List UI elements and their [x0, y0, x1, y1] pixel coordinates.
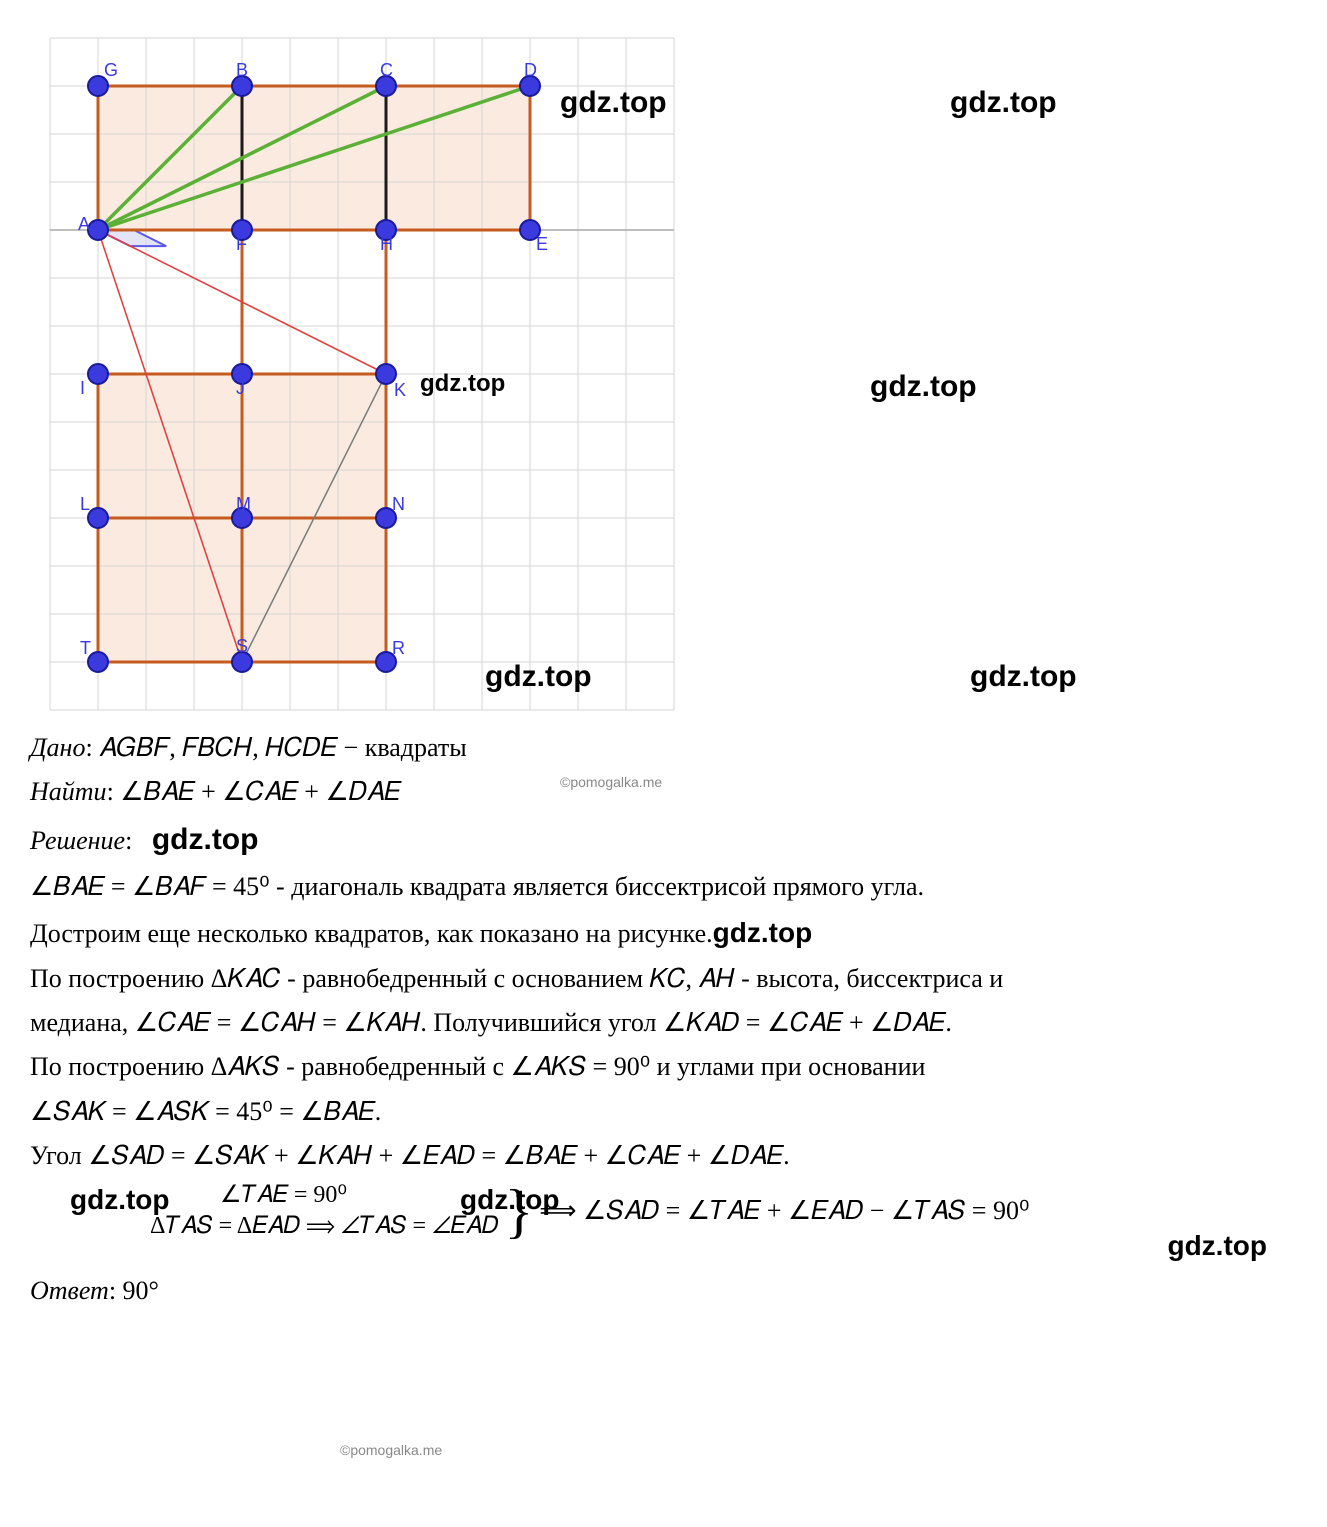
label-E: E: [536, 234, 548, 254]
point-K: [376, 364, 396, 384]
brace-symbol: }: [504, 1181, 533, 1241]
watermark-1: gdz.top: [950, 86, 1057, 120]
line2-wrap: Достроим еще несколько квадратов, как по…: [30, 911, 1297, 954]
line6: ∠𝑆𝐴𝐾 = ∠𝐴𝑆𝐾 = 45⁰ = ∠𝐵𝐴𝐸.: [30, 1092, 1297, 1132]
given-line: Дано: 𝐴𝐺𝐵𝐹, 𝐹𝐵𝐶𝐻, 𝐻𝐶𝐷𝐸 − квадраты: [30, 728, 1297, 768]
label-G: G: [104, 60, 118, 80]
brace-row: ∠𝑇𝐴𝐸 = 90⁰ Δ𝑇𝐴𝑆 = Δ𝐸𝐴𝐷 ⟹ ∠𝑇𝐴𝑆 = ∠𝐸𝐴𝐷 } ⟹…: [150, 1180, 1297, 1242]
solution-header: Решение: gdz.top: [30, 817, 1297, 864]
label-S: S: [236, 636, 248, 656]
line7: Угол ∠𝑆𝐴𝐷 = ∠𝑆𝐴𝐾 + ∠𝐾𝐴𝐻 + ∠𝐸𝐴𝐷 = ∠𝐵𝐴𝐸 + …: [30, 1136, 1297, 1176]
label-H: H: [380, 234, 393, 254]
watermark-5: gdz.top: [970, 660, 1077, 694]
wm-inline-2: gdz.top: [713, 917, 813, 948]
given-body: : 𝐴𝐺𝐵𝐹, 𝐹𝐵𝐶𝐻, 𝐻𝐶𝐷𝐸 − квадраты: [85, 733, 466, 762]
label-B: B: [236, 60, 248, 80]
copyright-1: ©pomogalka.me: [340, 1442, 442, 1458]
geometry-diagram: G B C D A F H E I J K L M N T S R: [30, 0, 690, 720]
label-A: A: [78, 214, 90, 234]
point-I: [88, 364, 108, 384]
line5: По построению Δ𝐴𝐾𝑆 - равнобедренный с ∠𝐴…: [30, 1047, 1297, 1087]
point-A: [88, 220, 108, 240]
label-I: I: [80, 378, 85, 398]
wm-inline-1: gdz.top: [152, 823, 259, 856]
watermark-3: gdz.top: [870, 370, 977, 404]
answer-label: Ответ: [30, 1276, 109, 1305]
find-line: Найти: ∠𝐵𝐴𝐸 + ∠𝐶𝐴𝐸 + ∠𝐷𝐴𝐸: [30, 772, 1297, 812]
label-L: L: [80, 494, 90, 514]
brace-block: gdz.top gdz.top ∠𝑇𝐴𝐸 = 90⁰ Δ𝑇𝐴𝑆 = Δ𝐸𝐴𝐷 ⟹…: [30, 1180, 1297, 1242]
label-M: M: [236, 494, 251, 514]
line2a: Достроим еще несколько квадратов, как по…: [30, 919, 713, 948]
point-T: [88, 652, 108, 672]
label-C: C: [380, 60, 393, 80]
line4: медиана, ∠𝐶𝐴𝐸 = ∠𝐶𝐴𝐻 = ∠𝐾𝐴𝐻. Получившийс…: [30, 1003, 1297, 1043]
label-T: T: [80, 638, 91, 658]
page: G B C D A F H E I J K L M N T S R gdz.top gdz.top gdz.top g…: [0, 0, 1327, 1311]
label-K: K: [394, 380, 406, 400]
label-J: J: [236, 378, 245, 398]
brace-left: ∠𝑇𝐴𝐸 = 90⁰ Δ𝑇𝐴𝑆 = Δ𝐸𝐴𝐷 ⟹ ∠𝑇𝐴𝑆 = ∠𝐸𝐴𝐷: [150, 1180, 498, 1242]
line1: ∠𝐵𝐴𝐸 = ∠𝐵𝐴𝐹 = 45⁰ - диагональ квадрата я…: [30, 867, 1297, 907]
label-N: N: [392, 494, 405, 514]
brace-top: ∠𝑇𝐴𝐸 = 90⁰: [220, 1180, 498, 1211]
point-L: [88, 508, 108, 528]
given-label: Дано: [30, 733, 85, 762]
brace-conc: ⟹ ∠𝑆𝐴𝐷 = ∠𝑇𝐴𝐸 + ∠𝐸𝐴𝐷 − ∠𝑇𝐴𝑆 = 90⁰: [539, 1191, 1029, 1231]
answer-line: Ответ: 90°: [30, 1271, 1297, 1311]
colon: :: [125, 826, 132, 855]
solution-label: Решение: [30, 826, 125, 855]
label-R: R: [392, 638, 405, 658]
brace-bot: Δ𝑇𝐴𝑆 = Δ𝐸𝐴𝐷 ⟹ ∠𝑇𝐴𝑆 = ∠𝐸𝐴𝐷: [150, 1211, 498, 1242]
solution-text: Дано: 𝐴𝐺𝐵𝐹, 𝐹𝐵𝐶𝐻, 𝐻𝐶𝐷𝐸 − квадраты Найти:…: [30, 728, 1297, 1311]
answer-body: : 90°: [109, 1276, 159, 1305]
find-label: Найти: [30, 777, 107, 806]
find-body: : ∠𝐵𝐴𝐸 + ∠𝐶𝐴𝐸 + ∠𝐷𝐴𝐸: [107, 777, 401, 806]
line3: По построению Δ𝐾𝐴𝐶 - равнобедренный с ос…: [30, 959, 1297, 999]
label-D: D: [524, 60, 537, 80]
label-F: F: [236, 234, 247, 254]
diagram-area: G B C D A F H E I J K L M N T S R: [30, 0, 690, 720]
